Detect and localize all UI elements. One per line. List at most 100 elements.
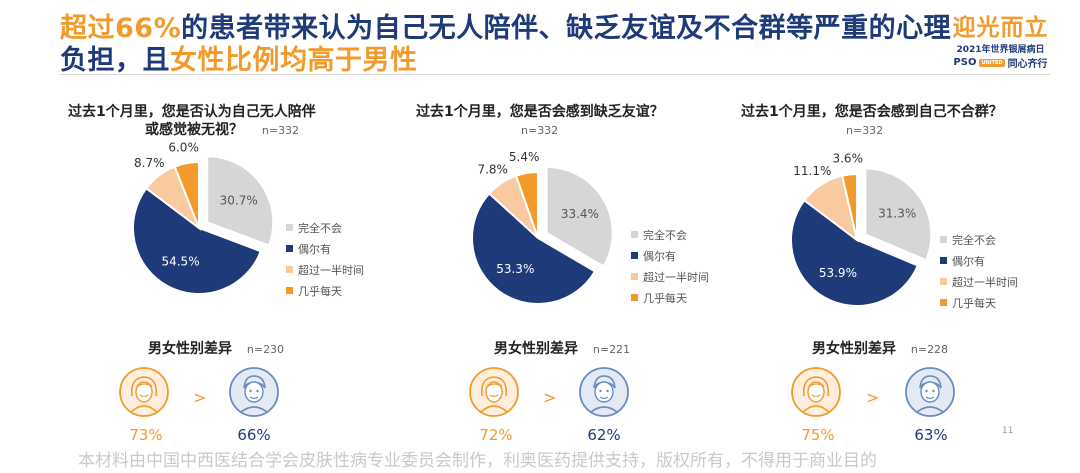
data-label: 11.1% bbox=[793, 164, 831, 178]
legend-swatch bbox=[631, 252, 638, 259]
gender2-n: n=221 bbox=[592, 343, 631, 356]
chart3-question: 过去1个月里，您是否会感到自己不合群？ n=332 bbox=[741, 103, 1003, 140]
data-label: 53.3% bbox=[496, 262, 534, 276]
slice-sometimes bbox=[132, 186, 263, 295]
title-highlight: 超过66% bbox=[60, 13, 182, 44]
chart1-question-line1: 过去1个月里，您是否认为自己无人陪伴 bbox=[68, 104, 316, 120]
data-label: 8.7% bbox=[134, 156, 165, 170]
page-number: 11 bbox=[1002, 426, 1014, 436]
logo-brand-row: PSO UNITED 同心齐行 bbox=[948, 55, 1053, 70]
legend-label: 超过一半时间 bbox=[298, 263, 364, 277]
legend-label: 偶尔有 bbox=[952, 254, 985, 268]
legend-label: 几乎每天 bbox=[298, 284, 342, 298]
chart2-question: 过去1个月里，您是否会感到缺乏友谊？ n=332 bbox=[416, 103, 664, 140]
chart1-question: 过去1个月里，您是否认为自己无人陪伴 或感觉被无视？ n=332 bbox=[68, 103, 316, 140]
gender1-n: n=230 bbox=[246, 343, 285, 356]
gender1-female-pct: 73% bbox=[129, 426, 163, 444]
data-label: 30.7% bbox=[220, 194, 258, 208]
data-label: 33.4% bbox=[561, 207, 599, 221]
slice-daily bbox=[514, 170, 539, 239]
chart3-n: n=332 bbox=[846, 124, 884, 137]
legend-item-half: 超过一半时间 bbox=[631, 266, 709, 287]
slice-never bbox=[545, 166, 614, 268]
legend-swatch bbox=[631, 294, 638, 301]
header-divider bbox=[60, 74, 1050, 75]
female-face-icon bbox=[469, 367, 519, 417]
gender3-female-pct: 75% bbox=[801, 426, 835, 444]
gender3-male-pct: 63% bbox=[914, 426, 948, 444]
gender3-n: n=228 bbox=[910, 343, 949, 356]
chart3-question-line1: 过去1个月里，您是否会感到自己不合群？ bbox=[741, 104, 1003, 120]
male-face-icon bbox=[905, 367, 955, 417]
gender3-title-text: 男女性别差异 bbox=[812, 341, 896, 357]
legend-label: 几乎每天 bbox=[952, 296, 996, 310]
legend-label: 偶尔有 bbox=[298, 242, 331, 256]
chart1-legend: 完全不会 偶尔有 超过一半时间 几乎每天 bbox=[286, 217, 364, 301]
logo-main-text: 迎光而立 bbox=[952, 15, 1049, 41]
gender1-title: 男女性别差异 n=230 bbox=[148, 338, 284, 358]
gender2-title-text: 男女性别差异 bbox=[494, 341, 578, 357]
slice-daily bbox=[173, 160, 200, 229]
slice-sometimes bbox=[790, 198, 920, 307]
title-text-2: 负担，且 bbox=[60, 45, 170, 76]
chart2-question-line1: 过去1个月里，您是否会感到缺乏友谊？ bbox=[416, 104, 664, 120]
slice-daily bbox=[840, 172, 858, 241]
title-text: 的患者带来认为自己无人陪伴、缺乏友谊及不合群等严重的心理 bbox=[181, 13, 952, 44]
legend-label: 完全不会 bbox=[298, 221, 342, 235]
logo-tag: 同心齐行 bbox=[1007, 59, 1048, 70]
legend-swatch bbox=[940, 278, 947, 285]
legend-label: 超过一半时间 bbox=[643, 270, 709, 284]
legend-label: 超过一半时间 bbox=[952, 275, 1018, 289]
chart1-n: n=332 bbox=[261, 124, 300, 137]
gender2-title: 男女性别差异 n=221 bbox=[494, 338, 630, 358]
legend-swatch bbox=[286, 224, 293, 231]
gender2-male-pct: 62% bbox=[587, 426, 621, 444]
legend-swatch bbox=[631, 231, 638, 238]
legend-swatch bbox=[631, 273, 638, 280]
legend-item-sometimes: 偶尔有 bbox=[940, 250, 1018, 271]
logo-brand-text: PSO bbox=[953, 57, 977, 68]
title-highlight-2: 女性比例均高于男性 bbox=[170, 45, 418, 76]
legend-label: 完全不会 bbox=[643, 228, 687, 242]
greater-than-symbol: > bbox=[543, 388, 557, 407]
page-title-line1: 超过66%的患者带来认为自己无人陪伴、缺乏友谊及不合群等严重的心理 bbox=[60, 6, 951, 45]
legend-item-half: 超过一半时间 bbox=[286, 259, 364, 280]
legend-item-sometimes: 偶尔有 bbox=[286, 238, 364, 259]
chart2-pie: 33.4% 53.3% 7.8%5.4% bbox=[471, 150, 614, 305]
gender1-title-text: 男女性别差异 bbox=[148, 341, 232, 357]
female-face-icon bbox=[791, 367, 841, 417]
chart2-legend: 完全不会 偶尔有 超过一半时间 几乎每天 bbox=[631, 224, 709, 308]
legend-item-never: 完全不会 bbox=[940, 229, 1018, 250]
legend-label: 几乎每天 bbox=[643, 291, 687, 305]
chart3-legend: 完全不会 偶尔有 超过一半时间 几乎每天 bbox=[940, 229, 1018, 313]
legend-item-daily: 几乎每天 bbox=[631, 287, 709, 308]
female-face-icon bbox=[119, 367, 169, 417]
data-label: 6.0% bbox=[168, 140, 199, 154]
data-label: 53.9% bbox=[819, 266, 857, 280]
chart2-n: n=332 bbox=[521, 124, 559, 137]
footer-disclaimer: 本材料由中国中西医结合学会皮肤性病专业委员会制作，利奥医药提供支持，版权所有，不… bbox=[78, 451, 877, 471]
legend-item-never: 完全不会 bbox=[631, 224, 709, 245]
legend-item-sometimes: 偶尔有 bbox=[631, 245, 709, 266]
slice-sometimes bbox=[471, 192, 597, 305]
male-face-icon bbox=[579, 367, 629, 417]
legend-label: 偶尔有 bbox=[643, 249, 676, 263]
gender1-male-pct: 66% bbox=[237, 426, 271, 444]
gender2-female-pct: 72% bbox=[479, 426, 513, 444]
legend-swatch bbox=[940, 236, 947, 243]
legend-label: 完全不会 bbox=[952, 233, 996, 247]
legend-swatch bbox=[940, 257, 947, 264]
legend-swatch bbox=[286, 245, 293, 252]
legend-swatch bbox=[286, 287, 293, 294]
data-label: 5.4% bbox=[509, 150, 539, 164]
slice-never bbox=[864, 167, 933, 262]
legend-item-daily: 几乎每天 bbox=[940, 292, 1018, 313]
logo-sub-text: 2021年世界银屑病日 bbox=[956, 45, 1045, 55]
slice-never bbox=[206, 155, 275, 247]
legend-swatch bbox=[286, 266, 293, 273]
male-face-icon bbox=[229, 367, 279, 417]
gender3-title: 男女性别差异 n=228 bbox=[812, 338, 948, 358]
page-title-line2: 负担，且女性比例均高于男性 bbox=[60, 38, 418, 77]
data-label: 3.6% bbox=[832, 152, 863, 166]
legend-swatch bbox=[940, 299, 947, 306]
